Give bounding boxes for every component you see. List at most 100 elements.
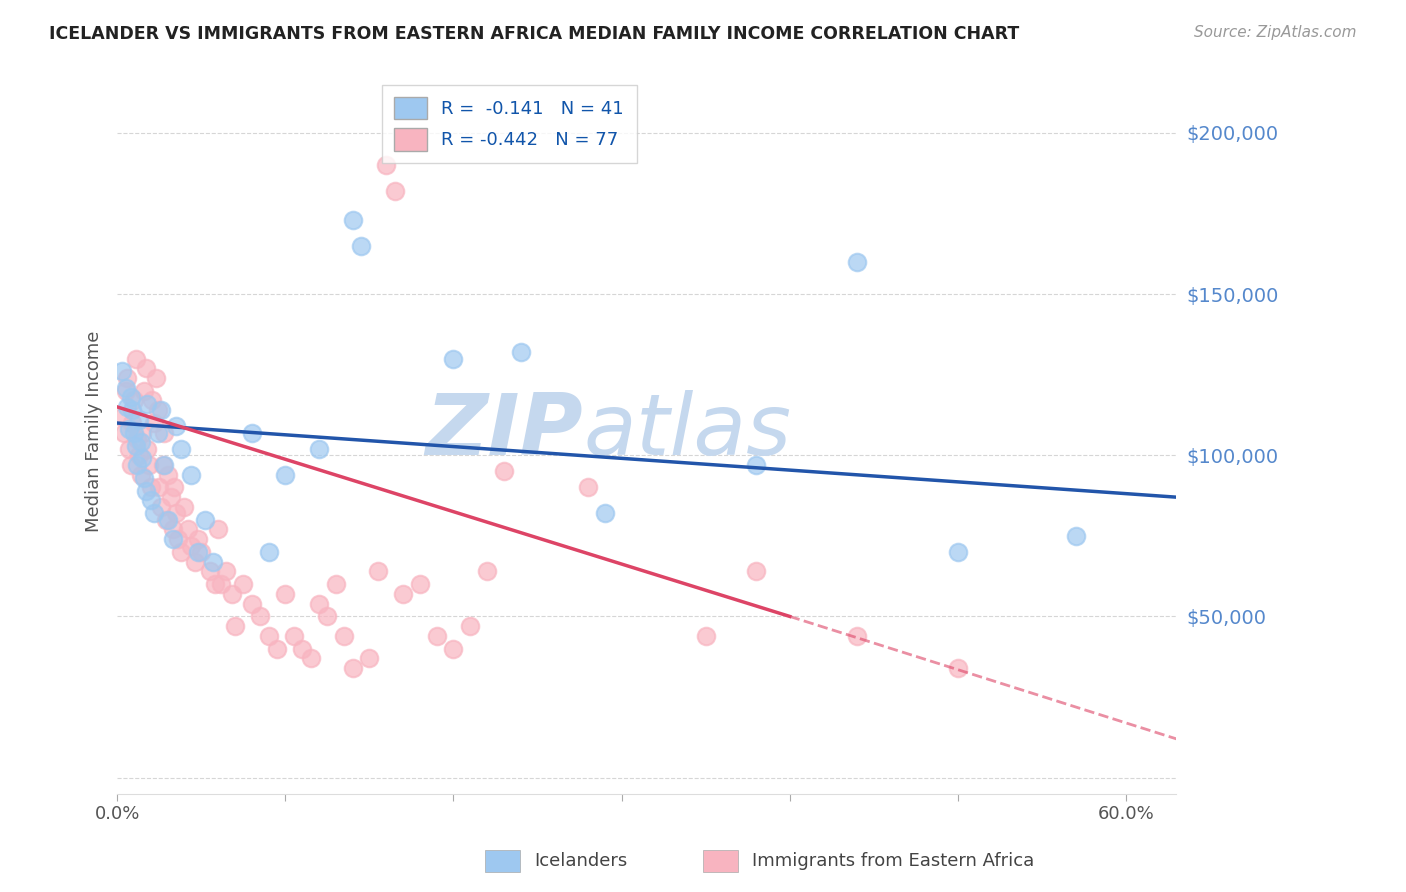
Point — [135, 483, 157, 498]
Point — [127, 432, 149, 446]
Point — [121, 403, 143, 417]
Point — [139, 481, 162, 495]
Point — [316, 609, 339, 624]
Point — [299, 651, 322, 665]
Point — [576, 481, 599, 495]
Point — [146, 403, 169, 417]
Point — [695, 629, 717, 643]
Point — [375, 158, 398, 172]
Point — [202, 555, 225, 569]
Point — [153, 458, 176, 472]
Point — [946, 661, 969, 675]
Point — [112, 425, 135, 440]
Text: Icelanders: Icelanders — [534, 852, 627, 870]
Point — [325, 577, 347, 591]
Point — [149, 403, 172, 417]
Legend: R =  -0.141   N = 41, R = -0.442   N = 77: R = -0.141 N = 41, R = -0.442 N = 77 — [381, 85, 637, 163]
Point — [274, 467, 297, 482]
Text: Immigrants from Eastern Africa: Immigrants from Eastern Africa — [752, 852, 1035, 870]
Point — [128, 448, 150, 462]
Point — [165, 419, 187, 434]
Point — [257, 545, 280, 559]
Text: ZIP: ZIP — [426, 390, 583, 473]
Point — [131, 425, 153, 440]
Point — [426, 629, 449, 643]
Point — [132, 471, 155, 485]
Point — [180, 467, 202, 482]
Text: ICELANDER VS IMMIGRANTS FROM EASTERN AFRICA MEDIAN FAMILY INCOME CORRELATION CHA: ICELANDER VS IMMIGRANTS FROM EASTERN AFR… — [49, 25, 1019, 43]
Point — [135, 361, 157, 376]
Point — [118, 442, 141, 456]
Point — [350, 239, 373, 253]
Point — [156, 513, 179, 527]
Point — [846, 255, 869, 269]
Point — [367, 564, 389, 578]
Point — [475, 564, 498, 578]
Point — [121, 416, 143, 430]
Point — [143, 506, 166, 520]
Point — [409, 577, 432, 591]
Text: atlas: atlas — [583, 390, 792, 473]
Point — [111, 409, 134, 424]
Point — [114, 381, 136, 395]
Point — [131, 451, 153, 466]
Point — [204, 577, 226, 591]
Text: Source: ZipAtlas.com: Source: ZipAtlas.com — [1194, 25, 1357, 40]
Point — [443, 351, 465, 366]
Point — [283, 629, 305, 643]
Point — [125, 439, 148, 453]
Point — [139, 493, 162, 508]
Point — [209, 577, 232, 591]
Point — [129, 435, 152, 450]
Point — [125, 351, 148, 366]
Point — [215, 564, 238, 578]
Point — [946, 545, 969, 559]
Point — [291, 641, 314, 656]
Point — [190, 545, 212, 559]
Point — [118, 422, 141, 436]
Point — [257, 629, 280, 643]
Point — [163, 481, 186, 495]
Point — [187, 545, 209, 559]
Y-axis label: Median Family Income: Median Family Income — [86, 330, 103, 532]
Point — [165, 506, 187, 520]
Point — [127, 458, 149, 472]
Point — [149, 500, 172, 514]
Point — [156, 467, 179, 482]
Point — [308, 442, 330, 456]
Point — [240, 425, 263, 440]
Point — [153, 425, 176, 440]
Point — [1064, 529, 1087, 543]
Point — [170, 442, 193, 456]
Point — [274, 587, 297, 601]
Point — [166, 532, 188, 546]
Point — [148, 481, 170, 495]
Point — [122, 425, 145, 440]
Point — [266, 641, 288, 656]
Point — [145, 371, 167, 385]
Point — [120, 390, 142, 404]
Point — [180, 539, 202, 553]
Point — [308, 597, 330, 611]
Point — [136, 397, 159, 411]
Point — [207, 522, 229, 536]
Point — [146, 425, 169, 440]
Point — [745, 564, 768, 578]
Point — [117, 400, 139, 414]
Point — [177, 522, 200, 536]
Point — [143, 416, 166, 430]
Point — [224, 619, 246, 633]
Point — [141, 393, 163, 408]
Point — [111, 364, 134, 378]
Point — [170, 545, 193, 559]
Point — [232, 577, 254, 591]
Point — [249, 609, 271, 624]
Point — [846, 629, 869, 643]
Point — [198, 564, 221, 578]
Point — [114, 384, 136, 398]
Point — [194, 513, 217, 527]
Point — [162, 532, 184, 546]
Point — [458, 619, 481, 633]
Point — [138, 458, 160, 472]
Point — [155, 513, 177, 527]
